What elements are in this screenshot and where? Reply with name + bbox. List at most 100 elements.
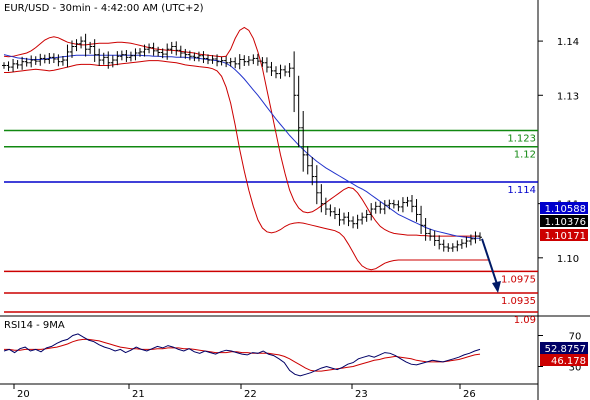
rsi-y-tick-label: 70 [569, 332, 582, 343]
price-bar [15, 60, 20, 69]
price-bar [428, 228, 433, 241]
price-bar [346, 212, 351, 227]
price-bar [228, 57, 233, 67]
price-bar [405, 196, 410, 207]
price-bar [192, 52, 197, 62]
price-bar [468, 234, 473, 246]
tag-lower-label: 1.10171 [545, 231, 586, 242]
price-bar [251, 54, 256, 65]
forecast-arrow [481, 238, 501, 294]
price-bar [124, 50, 129, 62]
x-tick-label: 22 [244, 389, 257, 400]
price-bars [2, 33, 482, 252]
horizontal-levels: 1.123 1.12 1.114 1.0975 1.0935 1.09 [4, 129, 538, 326]
price-bar [206, 54, 210, 65]
price-bar [11, 58, 16, 72]
level-label-support-109: 1.09 [514, 315, 536, 326]
price-bar [378, 201, 383, 214]
price-bar [151, 42, 156, 56]
price-bar [178, 45, 183, 58]
price-bar [233, 57, 238, 69]
price-bar [97, 48, 102, 67]
price-bar [319, 184, 324, 213]
price-bar [369, 203, 374, 221]
tag-upper: 1.10588 [540, 202, 588, 215]
x-tick-label: 23 [355, 389, 368, 400]
y-tick-label: 1.10 [557, 254, 579, 265]
x-tick-label: 26 [463, 389, 476, 400]
price-bar [260, 57, 265, 67]
price-bar [56, 54, 61, 67]
price-bar [6, 61, 11, 72]
price-bar [355, 214, 360, 229]
price-bar [332, 207, 337, 220]
price-bar [373, 201, 378, 214]
price-bar [156, 46, 161, 57]
price-bar [183, 48, 188, 59]
price-bar [128, 51, 133, 62]
price-bar [314, 165, 319, 205]
price-bar [79, 36, 84, 49]
tag-current: 1.10376 [540, 215, 588, 228]
price-bar [473, 231, 478, 244]
price-bar [242, 55, 247, 67]
y-tick-label: 1.14 [557, 37, 579, 48]
price-bar [160, 48, 165, 59]
price-bar [101, 52, 106, 65]
x-tick-label: 21 [132, 389, 145, 400]
x-tick-label: 20 [17, 389, 30, 400]
price-bar [65, 44, 70, 68]
price-bar [478, 232, 482, 242]
price-bar [119, 50, 124, 61]
price-bar [115, 51, 120, 66]
level-label-resistance-1123: 1.123 [507, 133, 536, 144]
price-bar [138, 48, 142, 57]
price-bar [432, 230, 437, 246]
price-bar [387, 199, 392, 210]
price-bar [196, 51, 201, 62]
price-bar [70, 40, 74, 58]
rsi-tag: 52.8757 [540, 342, 588, 355]
price-bar [224, 56, 229, 68]
price-bar [274, 66, 278, 79]
upper-band-line [3, 26, 480, 237]
price-bar [287, 63, 292, 78]
rsi-y-tick-label: 30 [569, 363, 582, 374]
price-bar [42, 54, 47, 64]
rsi-line [3, 333, 481, 377]
price-bar [342, 212, 346, 225]
price-bar [219, 56, 224, 66]
price-bar [414, 199, 419, 222]
price-bar [269, 61, 274, 77]
rsi-ma-line [4, 338, 481, 372]
price-bar [215, 54, 220, 67]
price-bar [419, 205, 424, 234]
price-bar [337, 208, 342, 226]
tag-current-label: 1.10376 [545, 217, 586, 228]
arrow-head [492, 281, 501, 294]
rsi-ma-tag: 46.178 [540, 354, 588, 367]
level-label-pivot-1114: 1.114 [507, 185, 536, 196]
price-bar [305, 146, 310, 175]
price-bar [187, 50, 192, 61]
price-bar [201, 51, 206, 64]
price-bar [391, 199, 396, 209]
price-bar [74, 39, 79, 52]
price-bar [88, 41, 93, 54]
x-axis-ticks: 20 21 22 23 26 [13, 384, 476, 400]
rsi-title: RSI14 - 9MA [4, 320, 65, 331]
level-label-resistance-112: 1.12 [514, 150, 536, 161]
price-bar [210, 55, 215, 64]
price-bar [33, 56, 38, 65]
price-bar [446, 243, 451, 252]
level-label-support-10935: 1.0935 [501, 296, 536, 307]
price-bar [38, 53, 43, 66]
price-bar [396, 200, 401, 212]
price-bar [360, 212, 365, 225]
level-label-support-10975: 1.0975 [501, 274, 536, 285]
price-bar [51, 53, 56, 64]
price-bar [382, 200, 387, 215]
price-bar [410, 194, 414, 213]
price-bar [283, 65, 288, 77]
